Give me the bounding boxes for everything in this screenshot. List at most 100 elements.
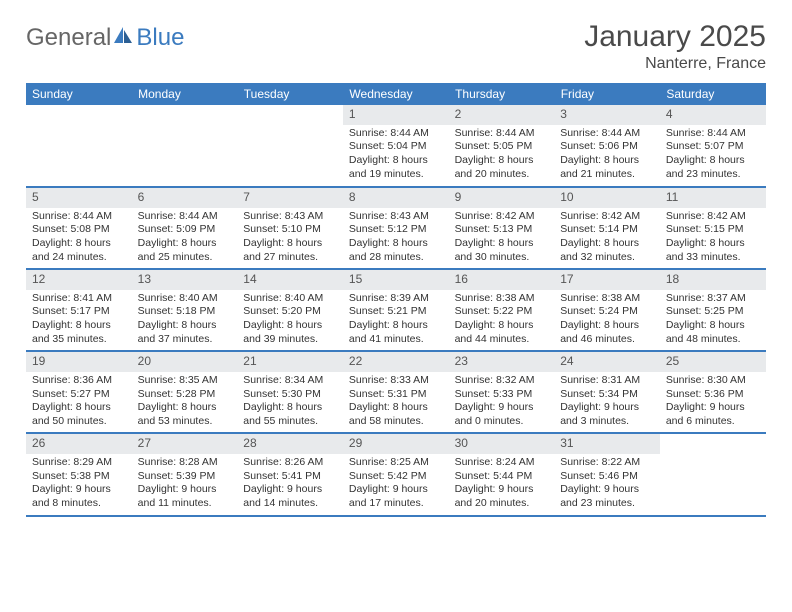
day-details: Sunrise: 8:43 AMSunset: 5:12 PMDaylight:… — [343, 208, 449, 269]
day-number: 3 — [554, 105, 660, 125]
daylight-line: Daylight: 9 hours and 17 minutes. — [349, 483, 443, 510]
daylight-line: Daylight: 8 hours and 30 minutes. — [455, 237, 549, 264]
day-number: 9 — [449, 188, 555, 208]
day-number: 13 — [132, 270, 238, 290]
daylight-line: Daylight: 9 hours and 14 minutes. — [243, 483, 337, 510]
week-row: 19Sunrise: 8:36 AMSunset: 5:27 PMDayligh… — [26, 351, 766, 433]
daylight-line: Daylight: 8 hours and 46 minutes. — [560, 319, 654, 346]
day-cell: 2Sunrise: 8:44 AMSunset: 5:05 PMDaylight… — [449, 105, 555, 187]
day-number: 21 — [237, 352, 343, 372]
title-block: January 2025 Nanterre, France — [584, 20, 766, 73]
sunrise-line: Sunrise: 8:44 AM — [138, 210, 232, 224]
daylight-line: Daylight: 8 hours and 53 minutes. — [138, 401, 232, 428]
sunrise-line: Sunrise: 8:44 AM — [32, 210, 126, 224]
day-number: 30 — [449, 434, 555, 454]
sunrise-line: Sunrise: 8:22 AM — [560, 456, 654, 470]
sunset-line: Sunset: 5:34 PM — [560, 388, 654, 402]
daylight-line: Daylight: 8 hours and 33 minutes. — [666, 237, 760, 264]
day-cell: 24Sunrise: 8:31 AMSunset: 5:34 PMDayligh… — [554, 351, 660, 433]
day-details: Sunrise: 8:34 AMSunset: 5:30 PMDaylight:… — [237, 372, 343, 433]
day-cell: 11Sunrise: 8:42 AMSunset: 5:15 PMDayligh… — [660, 187, 766, 269]
daylight-line: Daylight: 9 hours and 20 minutes. — [455, 483, 549, 510]
week-row: 5Sunrise: 8:44 AMSunset: 5:08 PMDaylight… — [26, 187, 766, 269]
day-details: Sunrise: 8:42 AMSunset: 5:14 PMDaylight:… — [554, 208, 660, 269]
day-number: 12 — [26, 270, 132, 290]
daylight-line: Daylight: 8 hours and 27 minutes. — [243, 237, 337, 264]
day-number: 7 — [237, 188, 343, 208]
day-cell: 27Sunrise: 8:28 AMSunset: 5:39 PMDayligh… — [132, 433, 238, 515]
sunset-line: Sunset: 5:18 PM — [138, 305, 232, 319]
empty-cell — [660, 433, 766, 515]
day-header: Monday — [132, 83, 238, 105]
sunrise-line: Sunrise: 8:24 AM — [455, 456, 549, 470]
sunset-line: Sunset: 5:38 PM — [32, 470, 126, 484]
sunset-line: Sunset: 5:08 PM — [32, 223, 126, 237]
location-label: Nanterre, France — [584, 55, 766, 73]
sunset-line: Sunset: 5:17 PM — [32, 305, 126, 319]
day-cell: 17Sunrise: 8:38 AMSunset: 5:24 PMDayligh… — [554, 269, 660, 351]
day-details: Sunrise: 8:44 AMSunset: 5:04 PMDaylight:… — [343, 125, 449, 186]
brand-text-blue: Blue — [136, 24, 184, 52]
daylight-line: Daylight: 8 hours and 50 minutes. — [32, 401, 126, 428]
sunrise-line: Sunrise: 8:31 AM — [560, 374, 654, 388]
sunset-line: Sunset: 5:09 PM — [138, 223, 232, 237]
sunrise-line: Sunrise: 8:42 AM — [666, 210, 760, 224]
brand-text-general: General — [26, 24, 111, 52]
day-number: 22 — [343, 352, 449, 372]
day-number: 25 — [660, 352, 766, 372]
day-cell: 26Sunrise: 8:29 AMSunset: 5:38 PMDayligh… — [26, 433, 132, 515]
month-title: January 2025 — [584, 20, 766, 53]
day-number: 1 — [343, 105, 449, 125]
day-details: Sunrise: 8:22 AMSunset: 5:46 PMDaylight:… — [554, 454, 660, 515]
sunrise-line: Sunrise: 8:43 AM — [349, 210, 443, 224]
day-number: 2 — [449, 105, 555, 125]
day-details: Sunrise: 8:42 AMSunset: 5:13 PMDaylight:… — [449, 208, 555, 269]
day-number: 29 — [343, 434, 449, 454]
daylight-line: Daylight: 8 hours and 23 minutes. — [666, 154, 760, 181]
day-number: 20 — [132, 352, 238, 372]
week-row: 1Sunrise: 8:44 AMSunset: 5:04 PMDaylight… — [26, 105, 766, 187]
sunset-line: Sunset: 5:30 PM — [243, 388, 337, 402]
day-cell: 1Sunrise: 8:44 AMSunset: 5:04 PMDaylight… — [343, 105, 449, 187]
daylight-line: Daylight: 8 hours and 37 minutes. — [138, 319, 232, 346]
day-number: 26 — [26, 434, 132, 454]
sunset-line: Sunset: 5:21 PM — [349, 305, 443, 319]
day-cell: 25Sunrise: 8:30 AMSunset: 5:36 PMDayligh… — [660, 351, 766, 433]
calendar-body: 1Sunrise: 8:44 AMSunset: 5:04 PMDaylight… — [26, 105, 766, 516]
sunrise-line: Sunrise: 8:30 AM — [666, 374, 760, 388]
day-header: Saturday — [660, 83, 766, 105]
day-number: 17 — [554, 270, 660, 290]
sunrise-line: Sunrise: 8:25 AM — [349, 456, 443, 470]
sunrise-line: Sunrise: 8:42 AM — [455, 210, 549, 224]
day-number: 27 — [132, 434, 238, 454]
sunrise-line: Sunrise: 8:37 AM — [666, 292, 760, 306]
day-details: Sunrise: 8:31 AMSunset: 5:34 PMDaylight:… — [554, 372, 660, 433]
daylight-line: Daylight: 9 hours and 8 minutes. — [32, 483, 126, 510]
day-details: Sunrise: 8:43 AMSunset: 5:10 PMDaylight:… — [237, 208, 343, 269]
sunset-line: Sunset: 5:44 PM — [455, 470, 549, 484]
day-cell: 16Sunrise: 8:38 AMSunset: 5:22 PMDayligh… — [449, 269, 555, 351]
daylight-line: Daylight: 8 hours and 19 minutes. — [349, 154, 443, 181]
sunset-line: Sunset: 5:27 PM — [32, 388, 126, 402]
sunrise-line: Sunrise: 8:38 AM — [455, 292, 549, 306]
day-cell: 19Sunrise: 8:36 AMSunset: 5:27 PMDayligh… — [26, 351, 132, 433]
sunrise-line: Sunrise: 8:44 AM — [455, 127, 549, 141]
sunset-line: Sunset: 5:33 PM — [455, 388, 549, 402]
day-number: 28 — [237, 434, 343, 454]
daylight-line: Daylight: 8 hours and 21 minutes. — [560, 154, 654, 181]
day-details: Sunrise: 8:44 AMSunset: 5:06 PMDaylight:… — [554, 125, 660, 186]
daylight-line: Daylight: 8 hours and 24 minutes. — [32, 237, 126, 264]
daylight-line: Daylight: 8 hours and 55 minutes. — [243, 401, 337, 428]
day-details: Sunrise: 8:40 AMSunset: 5:18 PMDaylight:… — [132, 290, 238, 351]
empty-cell — [132, 105, 238, 187]
day-header: Sunday — [26, 83, 132, 105]
day-header: Tuesday — [237, 83, 343, 105]
sunrise-line: Sunrise: 8:39 AM — [349, 292, 443, 306]
sunset-line: Sunset: 5:31 PM — [349, 388, 443, 402]
brand-logo: General Blue — [26, 20, 184, 52]
sunrise-line: Sunrise: 8:32 AM — [455, 374, 549, 388]
day-details: Sunrise: 8:25 AMSunset: 5:42 PMDaylight:… — [343, 454, 449, 515]
day-details: Sunrise: 8:44 AMSunset: 5:09 PMDaylight:… — [132, 208, 238, 269]
day-cell: 28Sunrise: 8:26 AMSunset: 5:41 PMDayligh… — [237, 433, 343, 515]
week-row: 12Sunrise: 8:41 AMSunset: 5:17 PMDayligh… — [26, 269, 766, 351]
